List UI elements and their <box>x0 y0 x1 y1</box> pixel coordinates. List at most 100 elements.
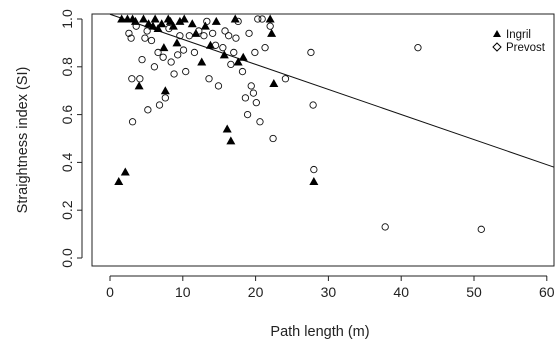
point-prevost <box>155 101 164 109</box>
y-tick-label: 0.8 <box>59 57 75 77</box>
point-prevost <box>203 17 211 26</box>
point-ingril <box>269 79 279 88</box>
point-prevost <box>241 94 250 102</box>
point-ingril <box>309 177 319 186</box>
point-ingril <box>211 16 221 25</box>
diamond-marker-icon <box>492 42 502 52</box>
point-ingril <box>144 19 154 28</box>
legend-item-prevost: Prevost <box>492 42 546 54</box>
point-prevost <box>159 53 167 61</box>
point-prevost <box>238 67 247 76</box>
x-tick-label: 10 <box>175 284 191 300</box>
point-prevost <box>176 32 184 40</box>
point-prevost <box>230 48 238 57</box>
point-prevost <box>258 15 266 23</box>
point-prevost <box>254 15 262 23</box>
point-prevost <box>214 82 223 90</box>
x-tick-label: 60 <box>539 284 555 300</box>
point-prevost <box>150 63 159 71</box>
point-prevost <box>247 82 255 90</box>
point-prevost <box>127 34 135 42</box>
point-ingril <box>153 24 163 33</box>
point-prevost <box>256 118 264 126</box>
point-prevost <box>269 134 277 143</box>
data-points <box>114 14 485 233</box>
point-ingril <box>222 124 232 133</box>
point-prevost <box>414 44 422 52</box>
point-prevost <box>261 44 269 52</box>
x-tick-label: 20 <box>248 284 264 300</box>
x-tick-label: 0 <box>106 284 114 300</box>
point-prevost <box>143 27 151 35</box>
point-prevost <box>136 75 144 83</box>
point-prevost <box>266 22 274 30</box>
point-prevost <box>211 41 220 49</box>
x-axis-title: Path length (m) <box>270 324 369 340</box>
point-prevost <box>307 48 315 57</box>
point-prevost <box>125 29 133 37</box>
point-ingril <box>117 14 127 23</box>
legend-label-prevost: Prevost <box>506 42 546 54</box>
point-prevost <box>132 22 140 30</box>
point-prevost <box>138 55 146 64</box>
point-prevost <box>174 51 182 59</box>
point-prevost <box>144 106 152 114</box>
point-ingril <box>230 14 240 23</box>
point-ingril <box>159 43 169 52</box>
x-ticks: 0 10 20 30 40 50 60 <box>106 276 555 300</box>
point-prevost <box>249 89 258 97</box>
point-ingril <box>197 57 207 66</box>
point-prevost <box>128 75 136 83</box>
point-prevost <box>167 58 175 66</box>
y-axis-title: Straightness index (SI) <box>15 67 31 214</box>
point-ingril <box>148 21 158 30</box>
point-ingril <box>168 21 178 30</box>
legend-label-ingril: Ingril <box>506 29 531 41</box>
point-ingril <box>138 14 148 23</box>
point-prevost <box>147 36 156 45</box>
point-ingril <box>150 14 160 23</box>
legend: Ingril Prevost <box>492 29 546 54</box>
regression-line <box>109 13 555 168</box>
point-prevost <box>309 101 317 109</box>
point-prevost <box>128 118 137 126</box>
point-ingril <box>134 81 144 90</box>
x-tick-label: 50 <box>466 284 482 300</box>
point-prevost <box>208 29 217 37</box>
point-prevost <box>310 165 318 174</box>
plot-frame <box>91 13 555 267</box>
y-tick-label: 0.4 <box>59 152 75 172</box>
point-prevost <box>185 32 194 40</box>
point-ingril <box>267 28 277 37</box>
point-prevost <box>154 48 162 57</box>
point-prevost <box>205 75 213 83</box>
point-ingril <box>157 19 167 28</box>
point-ingril <box>226 136 236 145</box>
point-prevost <box>252 99 260 107</box>
y-tick-label: 0.2 <box>59 200 75 220</box>
point-prevost <box>381 223 389 231</box>
y-tick-label: 1.0 <box>59 9 75 29</box>
point-ingril <box>219 50 229 59</box>
point-prevost <box>179 46 188 54</box>
point-ingril <box>114 177 124 186</box>
x-tick-label: 30 <box>321 284 337 300</box>
point-prevost <box>165 24 173 33</box>
x-tick-label: 40 <box>393 284 409 300</box>
point-ingril <box>120 167 130 176</box>
point-prevost <box>141 34 149 42</box>
point-prevost <box>190 48 199 57</box>
y-ticks: 0.0 0.2 0.4 0.6 0.8 1.0 <box>59 9 82 268</box>
point-ingril <box>172 38 182 47</box>
point-prevost <box>227 60 235 69</box>
point-prevost <box>281 75 290 83</box>
legend-item-ingril: Ingril <box>493 29 531 41</box>
y-tick-label: 0.0 <box>59 248 75 268</box>
point-ingril <box>175 16 185 25</box>
point-prevost <box>195 27 203 35</box>
point-ingril <box>238 52 248 61</box>
triangle-marker-icon <box>493 30 501 37</box>
point-prevost <box>477 225 485 233</box>
point-prevost <box>170 70 178 78</box>
point-prevost <box>245 29 253 37</box>
